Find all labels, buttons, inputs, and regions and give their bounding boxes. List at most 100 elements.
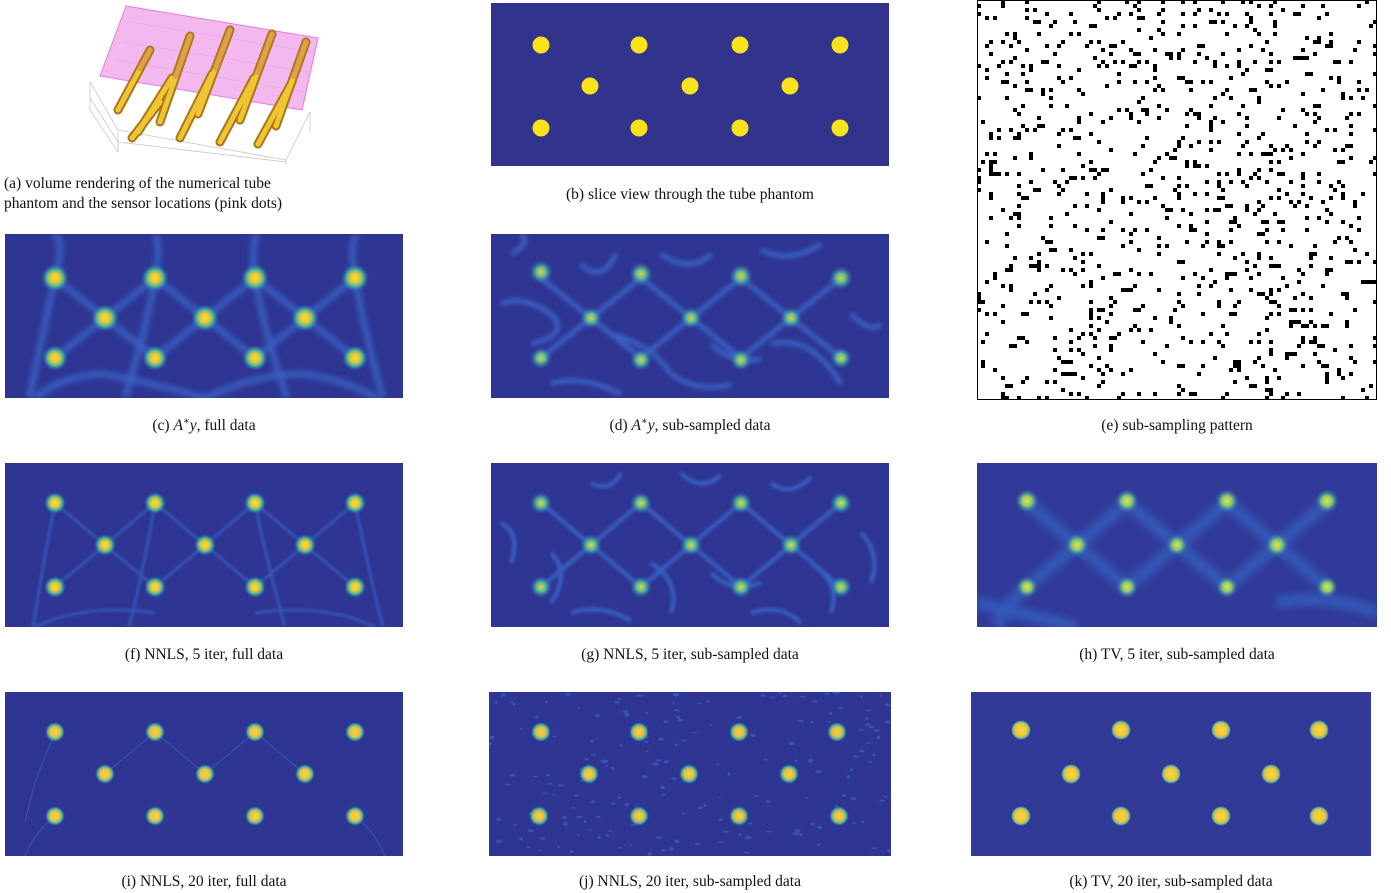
pattern-pixel — [1329, 312, 1333, 316]
pattern-pixel — [1017, 224, 1021, 228]
caption-e: (e) sub-sampling pattern — [977, 416, 1377, 436]
pattern-pixel — [1093, 176, 1097, 180]
pattern-pixel — [1285, 192, 1289, 196]
pattern-pixel — [1133, 284, 1137, 288]
pattern-pixel — [1109, 52, 1113, 56]
pattern-pixel — [1277, 288, 1281, 292]
noise-speckle — [868, 760, 873, 763]
pattern-pixel — [1197, 8, 1201, 12]
pattern-pixel — [1177, 144, 1181, 148]
noise-speckle — [495, 840, 503, 843]
pattern-pixel — [1129, 288, 1133, 292]
pattern-pixel — [1021, 104, 1025, 108]
noise-speckle — [766, 830, 773, 833]
pattern-pixel — [1065, 360, 1069, 364]
pattern-pixel — [1129, 48, 1133, 52]
noise-speckle — [792, 832, 798, 835]
pattern-pixel — [1237, 300, 1241, 304]
pattern-pixel — [1221, 92, 1225, 96]
pattern-pixel — [1341, 376, 1345, 380]
pattern-pixel — [1069, 340, 1073, 344]
pattern-pixel — [1161, 204, 1165, 208]
pattern-pixel — [1329, 268, 1333, 272]
pattern-pixel — [1181, 208, 1185, 212]
pattern-pixel — [1221, 52, 1225, 56]
caption-c-var: y — [189, 417, 197, 434]
pattern-pixel — [1257, 100, 1261, 104]
pattern-pixel — [1353, 308, 1357, 312]
noise-speckle — [658, 737, 664, 741]
pattern-pixel — [1021, 72, 1025, 76]
noise-speckle — [606, 834, 609, 837]
pattern-pixel — [1189, 80, 1193, 84]
pattern-pixel — [1029, 180, 1033, 184]
pattern-pixel — [1001, 40, 1005, 44]
pattern-pixel — [1157, 84, 1161, 88]
pattern-pixel — [1141, 340, 1145, 344]
pattern-pixel — [1097, 264, 1101, 268]
pattern-pixel — [1341, 220, 1345, 224]
pattern-pixel — [1081, 164, 1085, 168]
pattern-pixel — [985, 332, 989, 336]
pattern-pixel — [1225, 32, 1229, 36]
caption-f: (f) NNLS, 5 iter, full data — [5, 645, 403, 665]
pattern-pixel — [1333, 188, 1337, 192]
noise-speckle — [660, 785, 665, 790]
pattern-pixel — [1081, 268, 1085, 272]
pattern-pixel — [1129, 196, 1133, 200]
reconstruction-image-d — [491, 234, 889, 398]
reconstruction-blobs — [1015, 489, 1339, 598]
panel-h-tv5-sub — [977, 463, 1377, 627]
pattern-pixel — [1249, 44, 1253, 48]
noise-speckle — [590, 800, 596, 803]
pattern-pixel — [1025, 80, 1029, 84]
pattern-pixel — [1137, 248, 1141, 252]
pattern-pixel — [1133, 308, 1137, 312]
pattern-pixel — [1017, 396, 1021, 400]
pattern-pixel — [1321, 324, 1325, 328]
pattern-pixel — [1049, 216, 1053, 220]
pattern-pixel — [1297, 200, 1301, 204]
pattern-pixel — [1005, 72, 1009, 76]
pattern-pixel — [1005, 172, 1009, 176]
pattern-pixel — [1097, 236, 1101, 240]
pattern-pixel — [1153, 48, 1157, 52]
pattern-pixel — [1093, 336, 1097, 340]
pattern-pixel — [1365, 396, 1369, 400]
pattern-pixel — [1049, 248, 1053, 252]
pattern-pixel — [1189, 228, 1193, 232]
pattern-pixel — [1069, 32, 1073, 36]
pattern-pixel — [1005, 32, 1009, 36]
pattern-pixel — [1325, 376, 1329, 380]
pattern-pixel — [1057, 76, 1061, 80]
noise-speckle — [851, 822, 857, 824]
noise-speckle — [864, 723, 871, 727]
pattern-pixel — [1221, 120, 1225, 124]
pattern-pixel — [1341, 396, 1345, 400]
caption-h-label: (h) — [1079, 646, 1098, 663]
pattern-pixel — [1237, 364, 1241, 368]
pattern-pixel — [1221, 396, 1225, 400]
pattern-pixel — [1345, 296, 1349, 300]
reconstruction-blobs — [530, 492, 852, 598]
pattern-pixel — [1333, 60, 1337, 64]
pattern-pixel — [1325, 372, 1329, 376]
noise-speckle — [797, 719, 805, 722]
pattern-pixel — [1141, 172, 1145, 176]
noise-speckle — [794, 829, 801, 833]
noise-speckle — [736, 716, 742, 719]
noise-speckle — [718, 818, 724, 821]
pattern-pixel — [1137, 100, 1141, 104]
panel-c-backprojection-full — [5, 234, 403, 398]
pattern-pixel — [1257, 96, 1261, 100]
pattern-pixel — [1181, 12, 1185, 16]
pattern-pixel — [1237, 152, 1241, 156]
pattern-pixel — [1113, 272, 1117, 276]
pattern-pixel — [1073, 224, 1077, 228]
pattern-pixel — [1013, 136, 1017, 140]
noise-speckle — [697, 806, 703, 809]
pattern-pixel — [1161, 32, 1165, 36]
pattern-pixel — [1145, 228, 1149, 232]
pattern-pixel — [1337, 160, 1341, 164]
pattern-pixel — [1117, 332, 1121, 336]
